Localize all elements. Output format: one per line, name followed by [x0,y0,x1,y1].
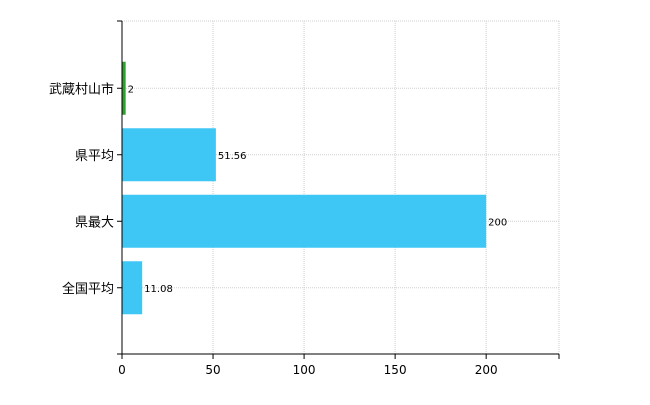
data-label: 2 [128,84,134,95]
x-tick-label: 150 [384,363,407,377]
bars [122,61,487,315]
category-label: 県最大 [75,215,114,230]
axes [117,20,560,359]
category-label: 全国平均 [62,281,114,297]
bar-3 [122,194,487,248]
grid-lines [122,20,560,354]
bar-2 [122,128,216,182]
bar-4 [122,261,143,315]
data-label: 51.56 [218,151,247,162]
bar-1 [122,61,126,115]
category-label: 県平均 [75,149,114,164]
x-tick-label: 50 [205,363,220,377]
data-label: 200 [488,217,507,228]
x-tick-label: 100 [293,363,316,377]
category-label: 武蔵村山市 [49,81,114,97]
data-label: 11.08 [144,284,173,295]
x-tick-label: 0 [118,363,126,377]
x-tick-label: 200 [475,363,498,377]
